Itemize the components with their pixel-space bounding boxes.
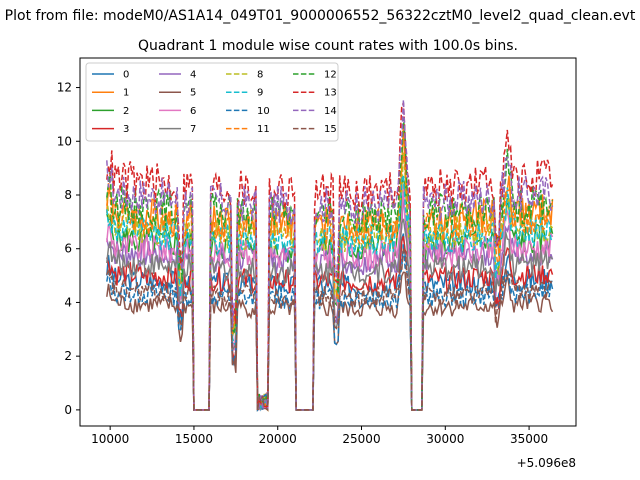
x-tick-label: 15000 (175, 432, 213, 446)
legend-label-14: 14 (324, 106, 337, 117)
legend-label-4: 4 (190, 70, 196, 81)
x-tick-label: 30000 (426, 432, 464, 446)
y-tick-label: 0 (64, 403, 72, 417)
legend-label-13: 13 (324, 88, 337, 99)
series-line-7 (106, 218, 554, 411)
legend-label-7: 7 (190, 124, 196, 135)
x-tick-label: 10000 (91, 432, 129, 446)
legend-box (85, 62, 339, 142)
series-line-9 (106, 174, 553, 411)
series-layer (106, 99, 554, 413)
chart-title: Quadrant 1 module wise count rates with … (138, 38, 518, 54)
legend-label-10: 10 (257, 106, 270, 117)
series-line-13 (106, 102, 554, 411)
series-line-14 (106, 99, 554, 411)
figure-suptitle: Plot from file: modeM0/AS1A14_049T01_900… (5, 8, 636, 24)
plot-area-frame (79, 57, 577, 427)
legend-label-12: 12 (324, 70, 337, 81)
x-axis: 10000 15000 20000 25000 30000 35000 (91, 426, 548, 446)
y-tick-label: 12 (57, 81, 72, 95)
legend-label-9: 9 (257, 88, 263, 99)
legend-label-15: 15 (324, 124, 337, 135)
x-tick-label: 35000 (510, 432, 548, 446)
y-tick-label: 10 (57, 134, 72, 148)
y-tick-label: 4 (64, 295, 72, 309)
legend-label-2: 2 (123, 106, 129, 117)
x-tick-label: 25000 (342, 432, 380, 446)
legend-label-0: 0 (123, 70, 129, 81)
y-tick-label: 6 (64, 242, 72, 256)
legend-label-5: 5 (190, 88, 196, 99)
series-line-15 (106, 247, 554, 412)
x-axis-offset-label: +5.096e8 (517, 456, 576, 470)
y-tick-label: 2 (64, 349, 72, 363)
legend-label-8: 8 (257, 70, 263, 81)
legend-label-11: 11 (257, 124, 270, 135)
x-tick-label: 20000 (259, 432, 297, 446)
legend-label-6: 6 (190, 106, 196, 117)
legend-label-3: 3 (123, 124, 129, 135)
legend-label-1: 1 (123, 88, 129, 99)
y-axis: 0 2 4 6 8 10 12 (57, 81, 80, 417)
series-line-6 (106, 184, 554, 412)
y-tick-label: 8 (64, 188, 72, 202)
